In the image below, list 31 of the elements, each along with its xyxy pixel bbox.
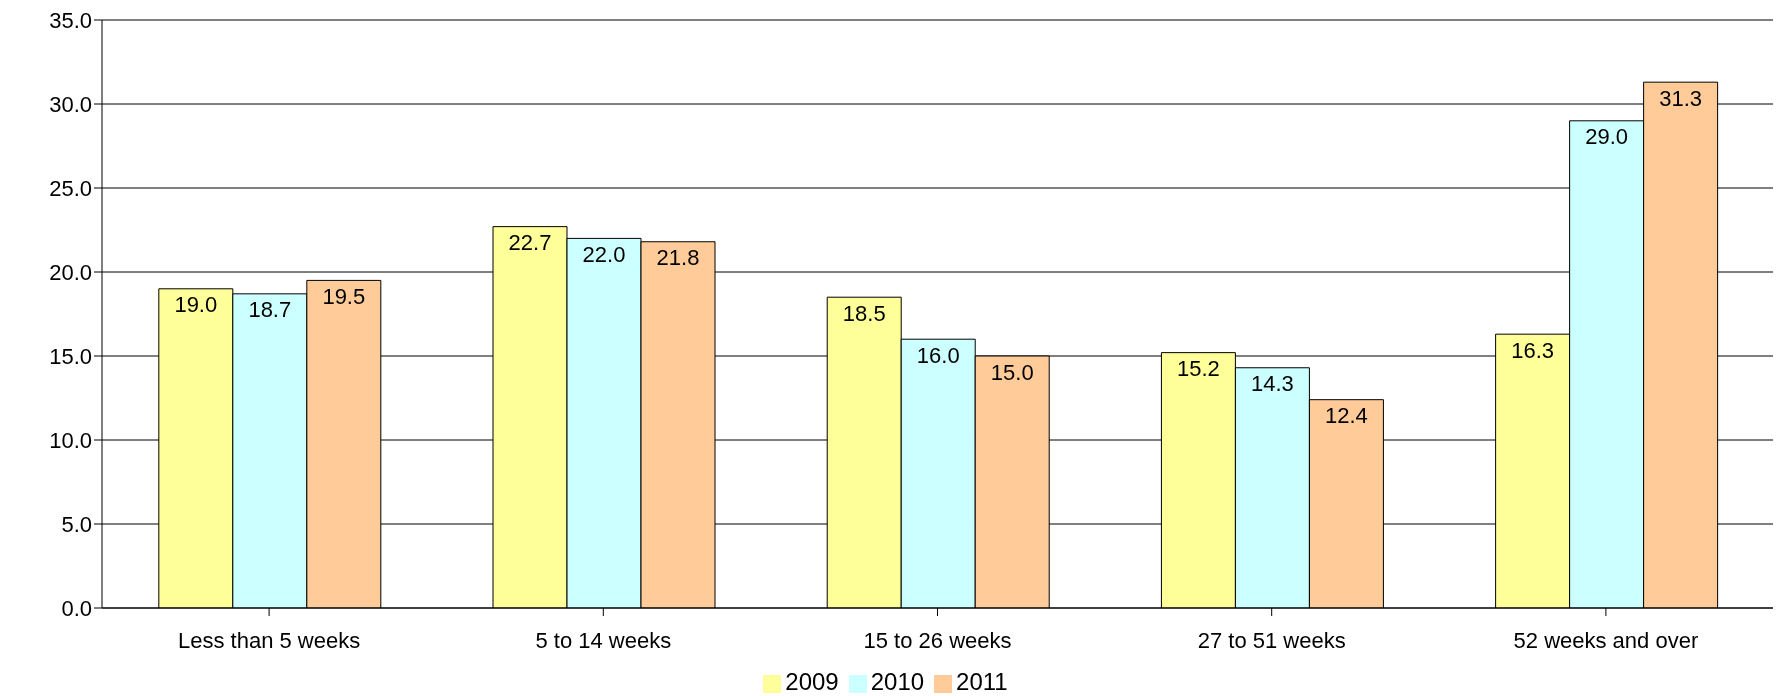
data-label: 29.0	[1585, 124, 1629, 150]
x-tick-label: 5 to 14 weeks	[535, 627, 672, 653]
data-label: 19.0	[174, 292, 218, 318]
data-label: 15.2	[1177, 356, 1220, 382]
data-label: 19.5	[322, 284, 366, 310]
data-label: 31.3	[1659, 85, 1703, 111]
y-tick-label: 0.0	[61, 595, 92, 621]
y-tick-label: 15.0	[49, 343, 92, 369]
x-tick-label: 27 to 51 weeks	[1197, 627, 1346, 653]
data-label: 14.3	[1251, 371, 1294, 397]
data-label: 16.3	[1511, 337, 1555, 363]
y-tick-label: 10.0	[49, 427, 92, 453]
y-tick-label: 30.0	[49, 91, 92, 117]
y-tick-label: 25.0	[49, 175, 92, 201]
data-label: 18.7	[248, 297, 292, 323]
y-tick-label: 35.0	[49, 7, 92, 33]
data-label: 22.0	[582, 242, 626, 268]
data-label: 22.7	[508, 230, 552, 256]
data-label: 18.5	[842, 300, 886, 326]
legend-label: 2010	[870, 668, 925, 695]
data-label: 16.0	[916, 342, 960, 368]
legend-label: 2011	[956, 668, 1008, 695]
y-tick-label: 5.0	[61, 511, 92, 537]
x-tick-label: Less than 5 weeks	[177, 627, 361, 653]
legend-label: 2009	[785, 668, 839, 695]
x-tick-label: 15 to 26 weeks	[863, 627, 1012, 653]
x-tick-label: 52 weeks and over	[1513, 627, 1699, 653]
data-label: 15.0	[990, 359, 1034, 385]
data-label: 21.8	[656, 245, 700, 271]
y-tick-label: 20.0	[49, 259, 92, 285]
data-label: 12.4	[1325, 403, 1368, 429]
